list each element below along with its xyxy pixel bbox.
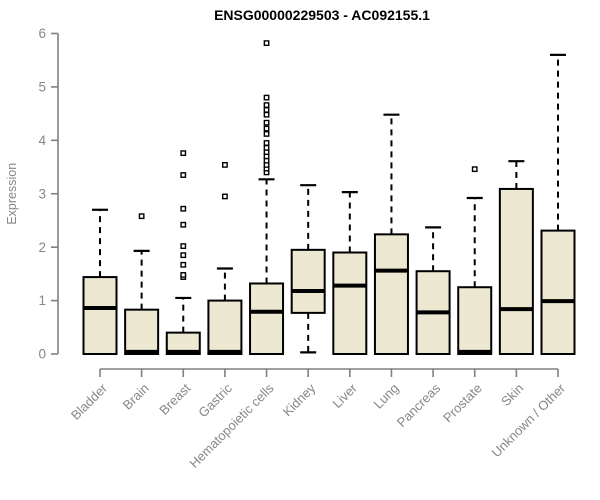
outlier-point-prostate bbox=[471, 166, 478, 173]
outlier-point-hematopoietic-cells bbox=[263, 94, 270, 101]
box-kidney bbox=[290, 248, 326, 314]
outlier-point-gastric bbox=[222, 162, 228, 168]
x-tick-label: Lung bbox=[371, 381, 402, 412]
x-tick-label: Gastric bbox=[195, 380, 235, 420]
outlier-point-breast bbox=[180, 261, 187, 268]
x-tick-label: Kidney bbox=[280, 380, 319, 419]
y-tick-label: 2 bbox=[38, 240, 46, 255]
outlier-point-breast bbox=[180, 221, 187, 228]
outlier-point-hematopoietic-cells bbox=[263, 102, 270, 108]
y-tick-label: 1 bbox=[38, 293, 46, 308]
x-tick-label: Liver bbox=[329, 380, 360, 411]
box-lung bbox=[373, 233, 409, 355]
outlier-point-breast bbox=[180, 252, 187, 259]
outlier-point-brain bbox=[138, 213, 145, 220]
box-liver bbox=[332, 251, 368, 355]
box-brain bbox=[124, 308, 160, 355]
outlier-point-hematopoietic-cells bbox=[263, 140, 270, 146]
outlier-point-breast bbox=[180, 243, 187, 249]
box-unknown-other bbox=[540, 229, 576, 355]
box-gastric bbox=[207, 299, 243, 356]
outlier-point-hematopoietic-cells bbox=[263, 40, 270, 47]
outlier-point-hematopoietic-cells bbox=[263, 131, 270, 137]
outlier-point-hematopoietic-cells bbox=[263, 111, 270, 118]
box-prostate bbox=[457, 286, 493, 355]
outlier-point-breast bbox=[180, 150, 187, 157]
y-tick-label: 6 bbox=[38, 26, 46, 41]
outlier-point-hematopoietic-cells bbox=[263, 125, 270, 132]
x-tick-label: Skin bbox=[498, 381, 526, 409]
x-tick-label: Unknown / Other bbox=[489, 380, 569, 460]
y-tick-label: 4 bbox=[38, 133, 46, 148]
outlier-point-hematopoietic-cells bbox=[263, 119, 270, 126]
outlier-point-breast bbox=[180, 272, 187, 278]
box-bladder bbox=[82, 276, 118, 355]
box-hematopoietic-cells bbox=[249, 282, 285, 355]
x-tick-label: Breast bbox=[156, 380, 193, 417]
x-tick-label: Bladder bbox=[68, 380, 111, 423]
x-tick-label: Pancreas bbox=[394, 380, 444, 430]
outlier-point-breast bbox=[180, 172, 187, 178]
x-tick-label: Brain bbox=[120, 381, 152, 413]
y-tick-label: 5 bbox=[38, 80, 46, 95]
y-tick-label: 0 bbox=[38, 347, 46, 362]
outlier-point-hematopoietic-cells bbox=[263, 106, 270, 113]
box-skin bbox=[498, 187, 534, 355]
outlier-point-gastric bbox=[222, 193, 228, 200]
box-breast bbox=[165, 331, 201, 355]
y-axis-title: Expression bbox=[5, 163, 19, 225]
outlier-point-hematopoietic-cells bbox=[263, 144, 270, 151]
chart-title: ENSG00000229503 - AC092155.1 bbox=[214, 7, 430, 23]
x-tick-label: Prostate bbox=[440, 381, 485, 426]
outlier-point-breast bbox=[180, 205, 187, 212]
y-tick-label: 3 bbox=[38, 186, 46, 201]
